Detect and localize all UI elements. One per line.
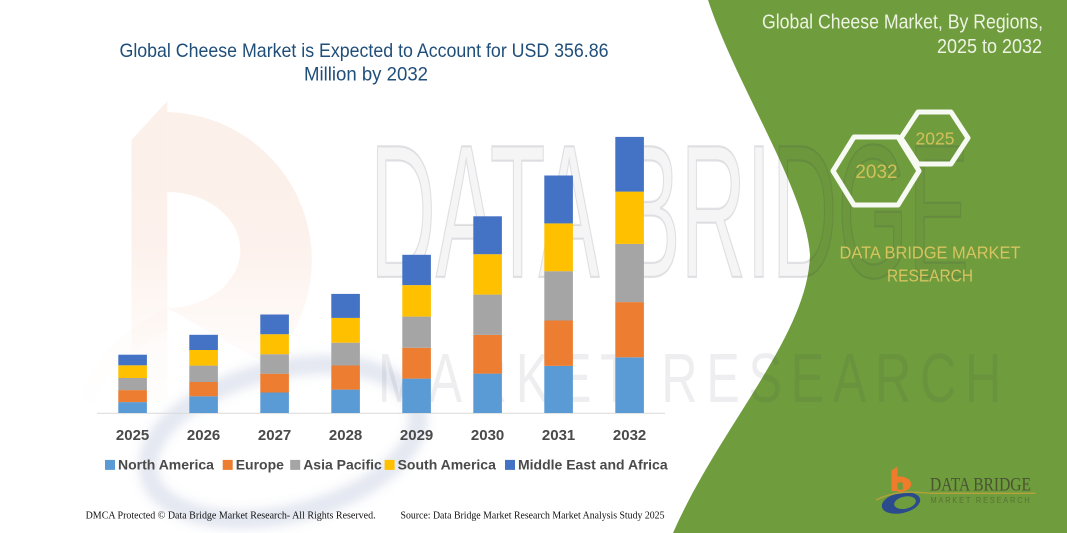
svg-text:Million by 2032: Million by 2032 (304, 64, 428, 86)
svg-text:South America: South America (398, 457, 496, 473)
svg-text:Global Cheese Market is Expect: Global Cheese Market is Expected to Acco… (120, 40, 609, 62)
svg-text:Asia Pacific: Asia Pacific (303, 457, 382, 473)
svg-text:2029: 2029 (400, 427, 433, 444)
svg-text:Source: Data Bridge Market Res: Source: Data Bridge Market Research Mark… (401, 511, 665, 522)
svg-text:2025: 2025 (916, 129, 955, 149)
svg-text:Global Cheese Market, By Regio: Global Cheese Market, By Regions, (762, 12, 1043, 34)
svg-text:Europe: Europe (236, 457, 284, 473)
svg-text:2027: 2027 (258, 427, 291, 444)
svg-text:2025: 2025 (116, 427, 149, 444)
svg-text:2032: 2032 (613, 427, 646, 444)
svg-text:2031: 2031 (542, 427, 575, 444)
svg-text:Middle East and Africa: Middle East and Africa (518, 457, 668, 473)
svg-text:2028: 2028 (329, 427, 362, 444)
svg-text:2026: 2026 (187, 427, 220, 444)
svg-text:2032: 2032 (855, 162, 897, 183)
svg-text:RESEARCH: RESEARCH (887, 266, 973, 286)
svg-text:2030: 2030 (471, 427, 504, 444)
svg-text:DATA BRIDGE: DATA BRIDGE (370, 106, 969, 318)
svg-text:DATA BRIDGE: DATA BRIDGE (930, 475, 1031, 496)
svg-text:DATA BRIDGE MARKET: DATA BRIDGE MARKET (840, 243, 1021, 263)
svg-text:MARKET RESEARCH: MARKET RESEARCH (931, 496, 1032, 505)
svg-text:North America: North America (118, 457, 214, 473)
svg-text:DMCA Protected © Data Bridge M: DMCA Protected © Data Bridge Market Rese… (86, 511, 376, 522)
svg-text:2025 to 2032: 2025 to 2032 (937, 36, 1042, 58)
svg-text:MARKET RESEARCH: MARKET RESEARCH (378, 339, 1010, 417)
